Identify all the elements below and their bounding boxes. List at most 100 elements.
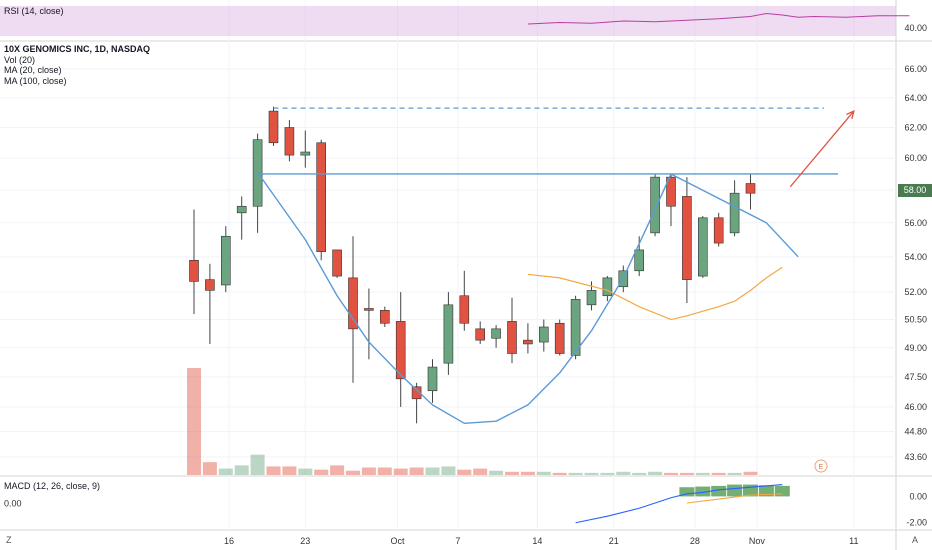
candle-body [189,260,199,282]
x-tick-label: 23 [300,536,310,546]
volume-bar [727,472,742,475]
candle-body [205,279,215,291]
volume-bar [409,467,424,475]
candle-body [316,142,327,252]
y-tick-label: 46.00 [904,402,927,412]
x-tick-label: 14 [532,536,542,546]
volume-bar [505,471,519,475]
volume-bar [743,471,758,475]
macd-hist-bar [743,484,758,497]
macd-hist-bar [774,485,790,497]
macd-label: MACD (12, 26, close, 9) [4,481,101,491]
x-tick-label: 7 [455,536,460,546]
ma20-line [527,266,783,321]
volume-bar [648,471,663,475]
candle-body [682,196,692,280]
macd-hist-bar [727,484,743,497]
y-tick-label: 54.00 [904,252,927,262]
x-tick-label: 28 [690,536,700,546]
volume-bar [218,468,233,475]
y-tick-label: 56.00 [904,218,927,228]
volume-bar [568,472,583,475]
ma20-label: MA (20, close) [4,65,62,75]
volume-bar [695,472,710,475]
volume-bar [632,472,647,475]
macd-hist-bar [711,485,727,497]
volume-bar [616,471,631,475]
y-tick-label: 44.80 [904,427,927,437]
volume-bar [489,470,504,475]
rsi-legend: RSI (14, close) [4,6,64,17]
candle-body [411,386,422,400]
candle-body [364,308,374,311]
volume-bar [584,472,599,475]
rsi-y-tick: 40.00 [904,23,927,33]
candle-body [268,110,279,144]
volume-bar [250,454,265,475]
volume-bar [457,469,472,475]
y-tick-label: 43.60 [904,452,927,462]
volume-bar [679,472,694,475]
volume-bar [425,467,440,475]
rsi-label: RSI (14, close) [4,6,64,16]
candle-body [538,326,549,343]
candle-body [395,321,406,380]
volume-bar [298,468,313,475]
volume-bar [520,471,535,475]
x-tick-label: Oct [391,536,406,546]
candle-body [300,151,311,156]
candle-body [666,176,676,207]
y-tick-label: 66.00 [904,64,927,74]
handle-line [670,173,799,258]
candle-body [697,217,708,277]
volume-bar [330,465,345,475]
candle-body [729,192,740,234]
rsi-line [527,12,910,25]
macd-hist-bar [758,485,774,497]
breakout-arrow-line [789,110,855,188]
volume-bar [393,468,408,475]
volume-bar [314,469,329,475]
candle-body [332,249,342,277]
candle-body [650,176,660,234]
volume-bar [711,472,726,475]
y-tick-label: 64.00 [904,93,927,103]
y-tick-label: 62.00 [904,123,927,133]
volume-bar [664,472,678,475]
last-price-tag: 58.00 [898,184,932,197]
candle-body [634,249,645,272]
ma100-label: MA (100, close) [4,75,67,86]
y-tick-label: 47.50 [904,372,927,382]
auto-scale-toggle-left[interactable]: Z [6,535,12,545]
macd-y-tick: 0.00 [909,491,927,501]
y-tick-label: 50.50 [904,315,927,325]
volume-bar [282,466,297,475]
auto-scale-toggle-right[interactable]: A [912,535,919,545]
candle-body [523,339,533,345]
x-tick-label: Nov [749,536,766,546]
earnings-badge-label: E [819,464,824,471]
candle-body [586,290,597,306]
rsi-band [0,6,896,36]
macd-signal-line [686,493,783,504]
candle-body [284,127,295,156]
volume-bar [552,472,567,475]
volume-bar [346,470,360,475]
candle-body [348,277,358,330]
candle-body [570,299,581,356]
volume-bar [234,465,249,475]
candle-body [475,328,486,341]
candle-body [602,277,613,297]
volume-bar [266,466,281,475]
candle-body [507,321,517,354]
vol-label: Vol (20) [4,54,36,65]
volume-bar [441,466,456,475]
candle-body [491,328,501,339]
volume-bar [377,467,392,475]
volume-bar [536,471,551,475]
macd-y-tick: -2.00 [906,518,927,528]
cup-curve [257,171,672,425]
y-tick-label: 49.00 [904,343,927,353]
